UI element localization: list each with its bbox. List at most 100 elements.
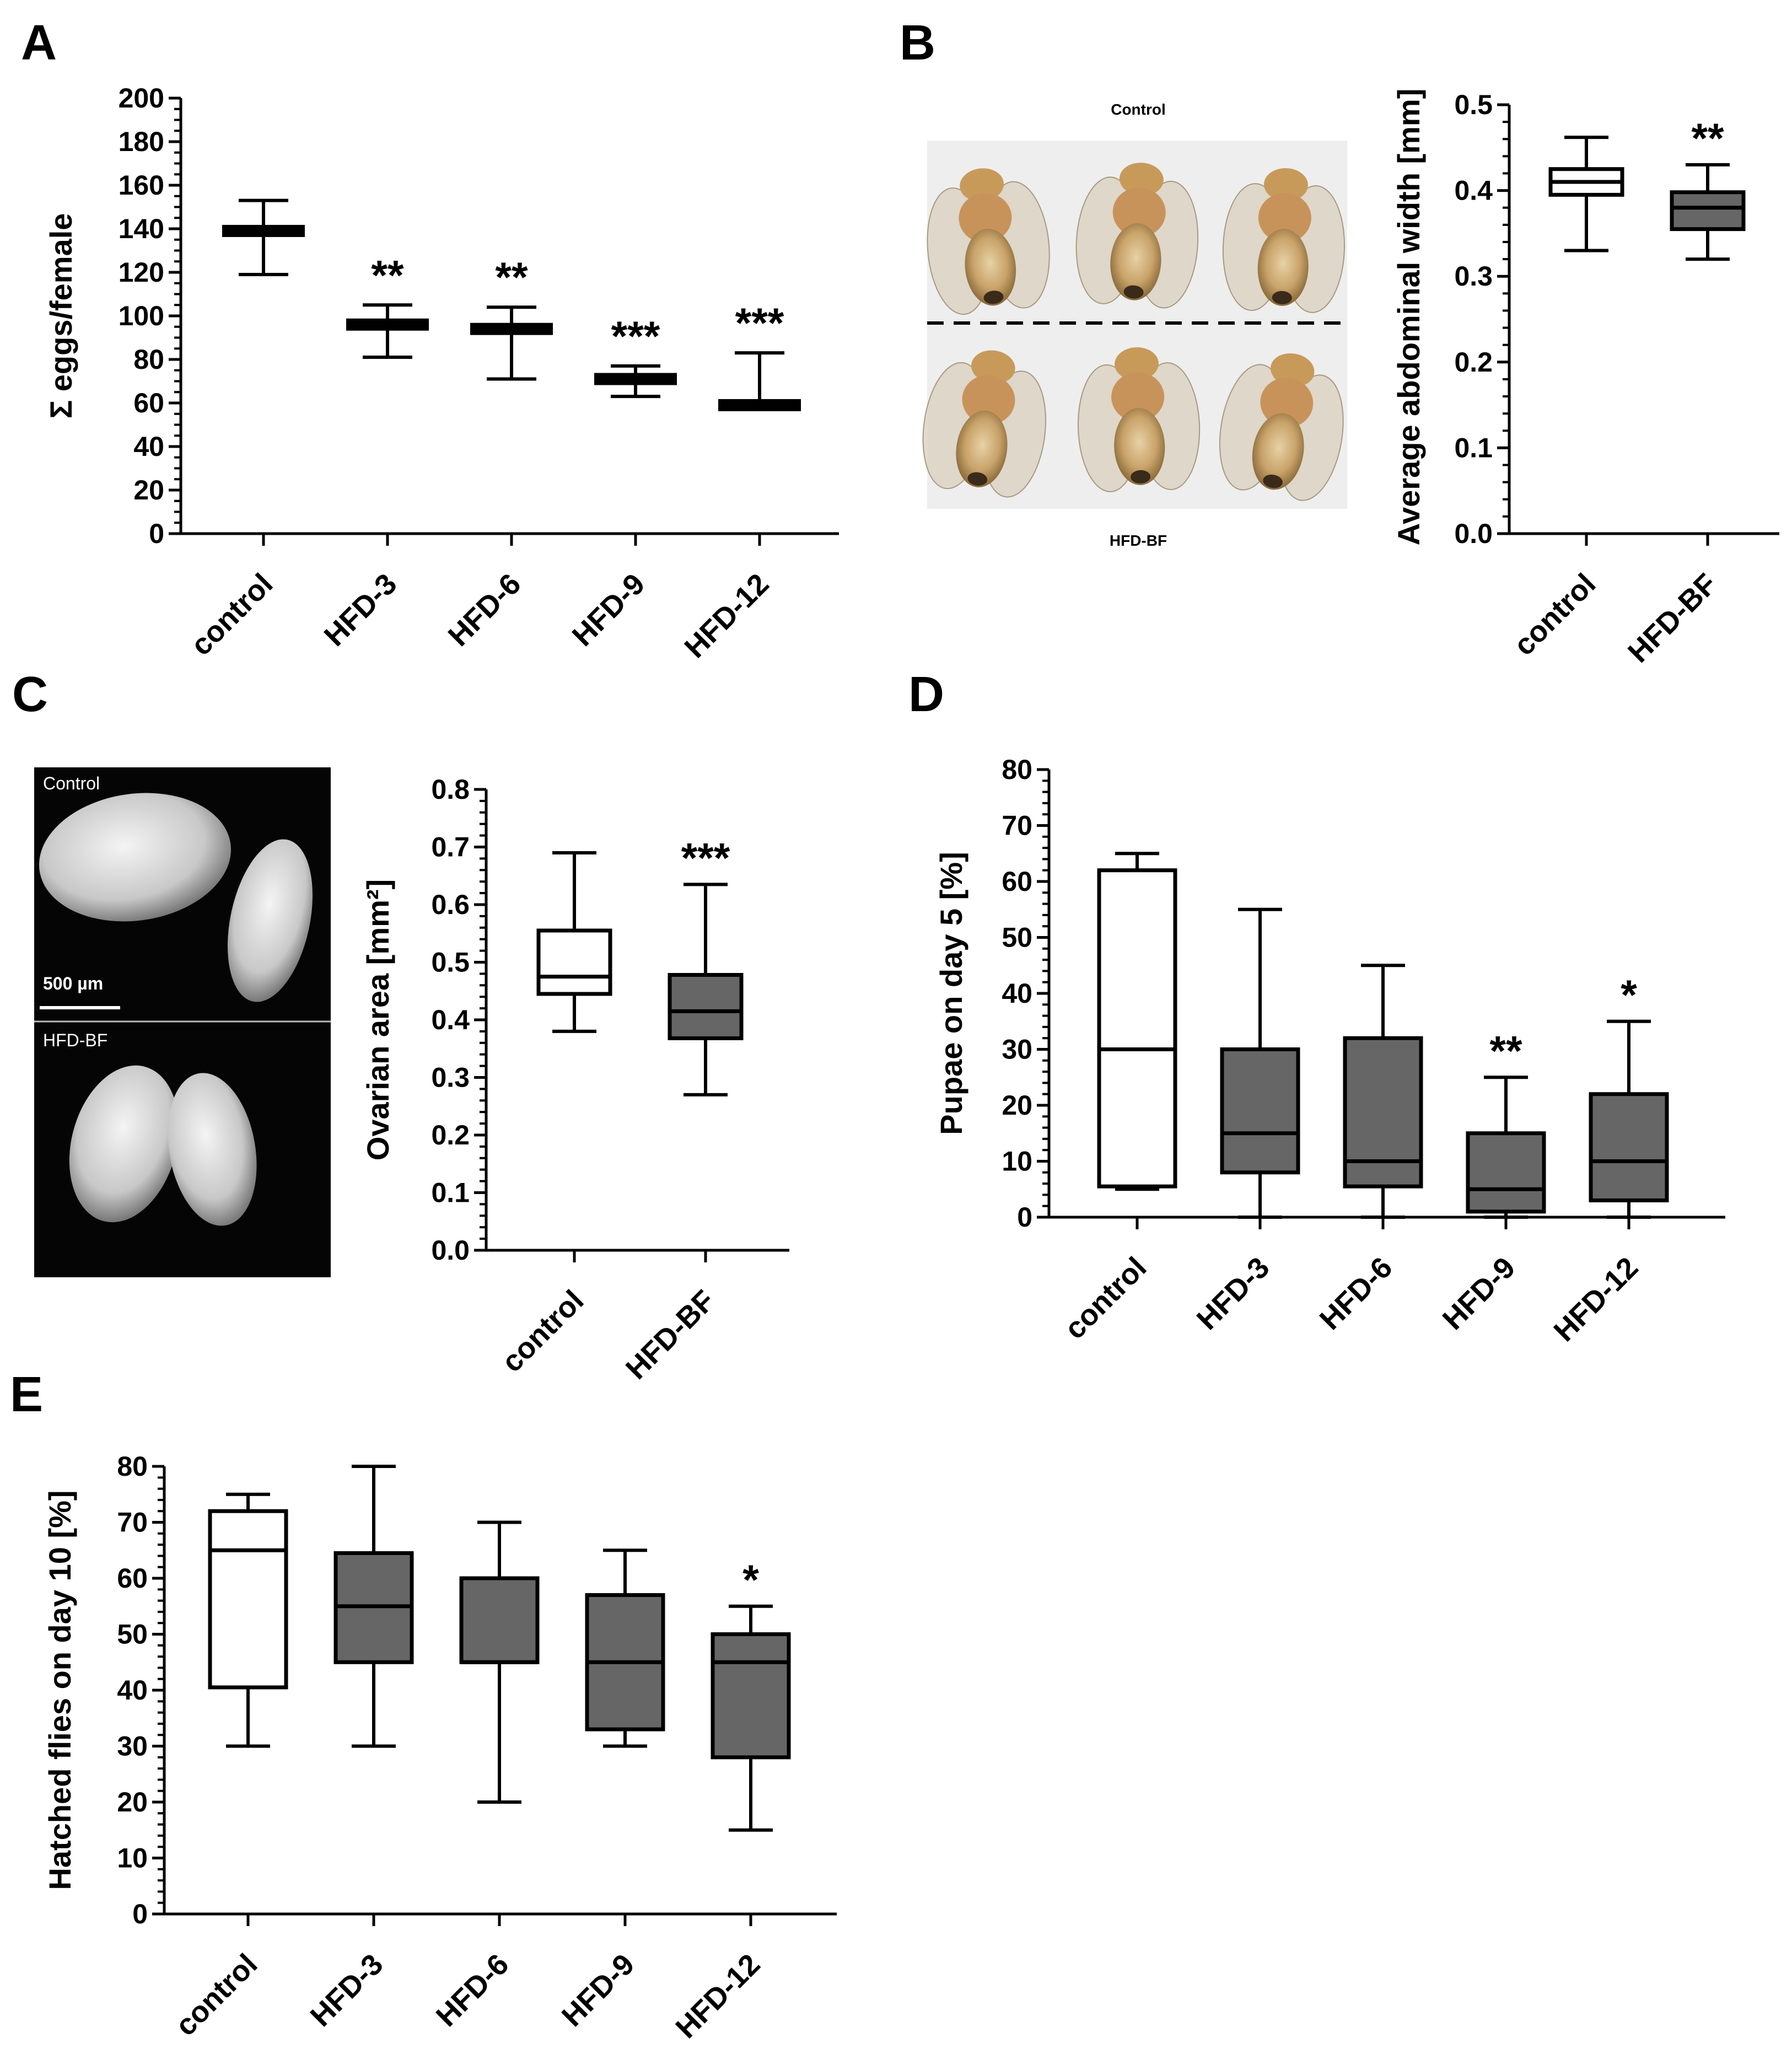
x-tick-label: control <box>496 1284 590 1379</box>
y-tick-label: 30 <box>1002 1034 1032 1065</box>
y-axis-title: Hatched flies on day 10 [%] <box>42 1490 77 1890</box>
y-tick-label: 200 <box>119 83 164 114</box>
fly-head <box>1263 168 1308 202</box>
y-tick-label: 70 <box>117 1507 148 1538</box>
y-tick-label: 60 <box>1002 866 1032 897</box>
significance-marker: * <box>742 1557 759 1604</box>
box <box>711 1632 791 1760</box>
y-tick-label: 0.4 <box>1454 175 1493 206</box>
box <box>1343 1036 1423 1189</box>
ovary-control-right <box>227 839 313 1002</box>
fly-thorax <box>959 193 1012 243</box>
y-axis-title: Pupae on day 5 [%] <box>934 852 968 1134</box>
chart-b: 0.0 0.1 0.2 0.3 0.4 0.5 Average abdominal widt… <box>1391 89 1779 669</box>
fly-abdomen <box>956 410 1008 487</box>
x-tick-label: control <box>1058 1251 1153 1346</box>
mean-bar <box>718 399 801 411</box>
fly-abdomen-tip <box>1123 285 1144 299</box>
micrograph-label-control: Control <box>43 773 100 793</box>
fly <box>922 350 1047 498</box>
y-tick-label: 0.6 <box>431 889 470 920</box>
fly <box>1077 347 1201 492</box>
y-tick-label: 0.1 <box>1454 432 1493 463</box>
fly-thorax <box>1260 378 1314 428</box>
y-tick-label: 0.4 <box>431 1004 470 1035</box>
box <box>1097 868 1177 1189</box>
fly-abdomen <box>1252 413 1304 490</box>
y-tick-label: 0 <box>1017 1202 1032 1233</box>
x-tick-label: HFD-3 <box>318 567 403 653</box>
x-tick-label: HFD-6 <box>442 567 528 653</box>
x-tick-label: HFD-9 <box>566 567 652 653</box>
y-axis-title: Σ eggs/female <box>44 213 78 419</box>
box <box>668 972 744 1040</box>
chart-a: 0 20 40 60 80 100 120 140 160 180 200 Σ eggs/female… <box>44 83 839 664</box>
box <box>459 1576 540 1664</box>
fly-thorax <box>1111 372 1165 422</box>
y-tick-label: 120 <box>119 257 164 288</box>
y-tick-label: 20 <box>133 475 164 506</box>
box <box>536 928 612 996</box>
box <box>1466 1131 1546 1214</box>
x-tick-label: HFD-BF <box>1622 567 1724 669</box>
x-tick-label: HFD-9 <box>556 1948 641 2033</box>
y-tick-label: 50 <box>1002 922 1032 953</box>
x-tick-label: HFD-6 <box>430 1948 515 2033</box>
y-tick-label: 0.3 <box>431 1062 470 1093</box>
mean-bar <box>222 224 305 237</box>
scale-bar-label: 500 µm <box>43 974 103 993</box>
y-tick-label: 0.8 <box>431 774 470 805</box>
box <box>208 1509 288 1690</box>
y-tick-label: 0.5 <box>431 947 470 978</box>
y-tick-label: 0.2 <box>431 1120 470 1150</box>
significance-marker: ** <box>371 252 404 299</box>
significance-marker: ** <box>495 254 528 301</box>
y-tick-label: 0.0 <box>1454 518 1493 549</box>
y-tick-label: 180 <box>119 126 164 157</box>
y-tick-label: 60 <box>117 1563 148 1594</box>
y-axis-title: Ovarian area [mm²] <box>360 879 395 1160</box>
x-tick-label: HFD-9 <box>1436 1251 1522 1336</box>
fly-head <box>1115 347 1159 381</box>
significance-marker: ** <box>1489 1028 1522 1074</box>
fly-head <box>960 168 1004 202</box>
fly-thorax <box>1112 187 1166 238</box>
y-tick-label: 0.7 <box>431 832 470 863</box>
ovary-control-left <box>39 793 232 922</box>
mean-bar <box>594 373 677 385</box>
y-tick-label: 100 <box>119 300 164 331</box>
y-tick-label: 160 <box>119 170 164 201</box>
significance-marker: ** <box>1691 115 1724 162</box>
y-tick-label: 40 <box>133 431 164 462</box>
fly <box>1075 163 1199 309</box>
fly-abdomen-tip <box>1263 474 1283 488</box>
fly-abdomen-tip <box>1131 470 1151 483</box>
y-axis-title: Average abdominal width [mm] <box>1391 89 1426 546</box>
y-tick-label: 0 <box>132 1899 148 1929</box>
y-tick-label: 0.5 <box>1454 89 1493 120</box>
y-tick-label: 10 <box>1002 1146 1032 1177</box>
fly-abdomen-tip <box>1272 291 1292 304</box>
y-tick-label: 0.2 <box>1454 347 1493 378</box>
y-tick-label: 10 <box>117 1843 148 1874</box>
y-tick-label: 140 <box>119 213 164 244</box>
y-tick-label: 40 <box>117 1675 148 1706</box>
photo-label-hfd-bf: HFD-BF <box>1110 532 1167 549</box>
fly-head <box>1119 163 1164 196</box>
y-tick-label: 70 <box>1002 810 1032 841</box>
chart-d: 0 10 20 30 40 50 60 70 80 Pupae on day 5 [%] contr… <box>934 754 1725 1348</box>
panel-letter-d: D <box>908 667 944 722</box>
panel-letter-e: E <box>10 1367 43 1422</box>
box <box>1220 1047 1300 1175</box>
y-tick-label: 80 <box>133 344 164 375</box>
box <box>1670 190 1746 232</box>
y-tick-label: 30 <box>117 1731 148 1762</box>
fly-abdomen-tip <box>983 291 1004 304</box>
fly-abdomen <box>1114 407 1165 485</box>
y-tick-label: 60 <box>133 388 164 418</box>
y-tick-label: 0.3 <box>1454 261 1493 292</box>
panel-letter-b: B <box>900 15 935 71</box>
fly <box>927 168 1050 315</box>
mean-bar <box>346 318 429 331</box>
